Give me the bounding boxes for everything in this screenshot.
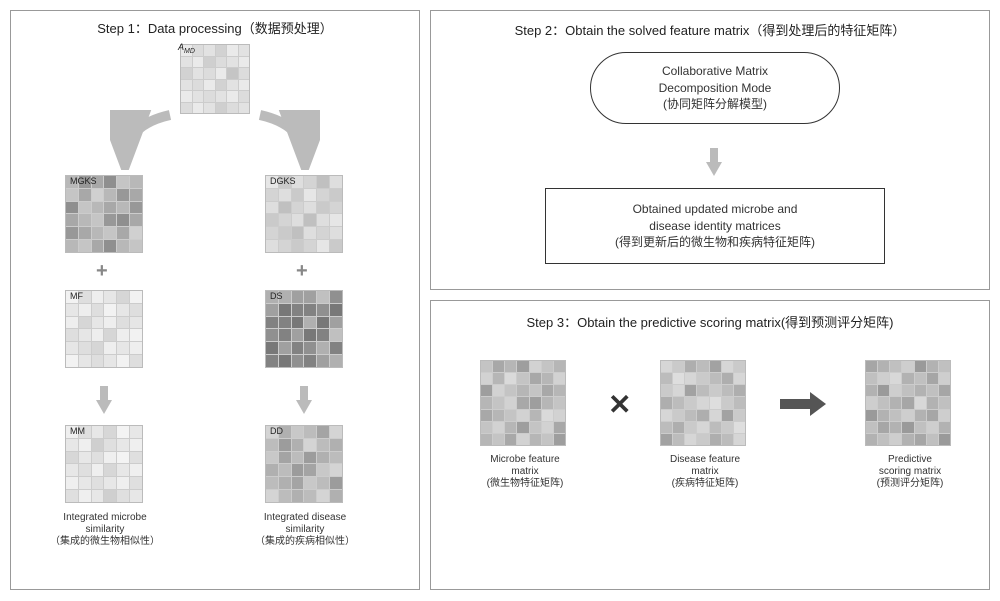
step1-left-label: Integrated microbe similarity （集成的微生物相似性… (35, 512, 175, 548)
step3-title: Step 3：Obtain the predictive scoring mat… (430, 312, 990, 331)
arrow-down-left (96, 400, 112, 414)
multiply-symbol: ✕ (608, 388, 631, 421)
matrix-mm (65, 425, 143, 503)
mf-label: MF (68, 291, 85, 301)
matrix-microbe-feature (480, 360, 566, 446)
step3-m1-label: Microbe feature matrix (微生物特征矩阵) (460, 454, 590, 490)
matrix-dgks (265, 175, 343, 253)
plus-right: + (296, 260, 308, 283)
step1-right-label: Integrated disease similarity （集成的疾病相似性） (235, 512, 375, 548)
step3-m3-label: Predictive scoring matrix (预测评分矩阵) (845, 454, 975, 490)
matrix-dd (265, 425, 343, 503)
step2-rect: Obtained updated microbe and disease ide… (545, 188, 885, 264)
matrix-predictive-scoring (865, 360, 951, 446)
plus-left: + (96, 260, 108, 283)
matrix-mf (65, 290, 143, 368)
step2-oval: Collaborative Matrix Decomposition Mode … (590, 52, 840, 124)
mm-label: MM (68, 426, 87, 436)
matrix-mgks (65, 175, 143, 253)
curve-left-arrow (110, 110, 190, 170)
mgks-label: MGKS (68, 176, 99, 186)
matrix-disease-feature (660, 360, 746, 446)
arrow-down-right (296, 400, 312, 414)
step1-title: Step 1：Data processing（数据预处理） (10, 18, 420, 37)
matrix-ds (265, 290, 343, 368)
arrow-right (780, 392, 826, 416)
dgks-label: DGKS (268, 176, 298, 186)
amd-label: AMD (176, 42, 197, 55)
step2-title: Step 2：Obtain the solved feature matrix（… (430, 20, 990, 39)
dd-label: DD (268, 426, 285, 436)
ds-label: DS (268, 291, 285, 301)
step3-m2-label: Disease feature matrix (疾病特征矩阵) (640, 454, 770, 490)
curve-right-arrow (240, 110, 320, 170)
step2-arrow (706, 162, 722, 176)
